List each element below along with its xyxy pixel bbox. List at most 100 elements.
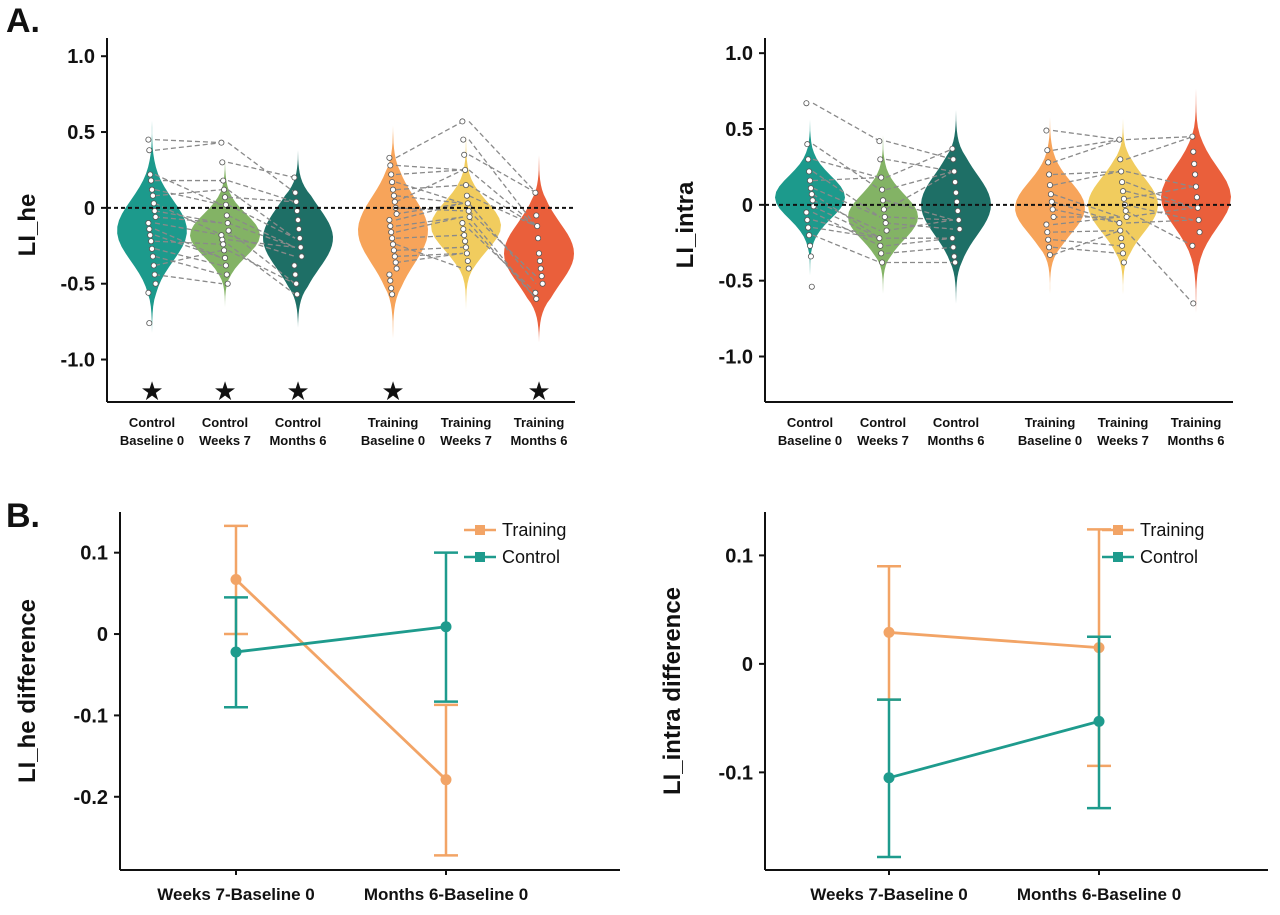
data-point [1046,171,1053,178]
data-point [298,253,305,260]
paired-line [227,222,296,248]
paired-line [1125,185,1194,200]
paired-line [227,214,296,248]
significance-star: ★ [527,377,550,407]
data-point [391,253,398,260]
data-point [151,207,158,214]
data-point [294,291,301,298]
data-point [1118,235,1125,242]
data-point [146,226,153,233]
y-axis-label: LI_he [14,194,41,257]
data-point [1123,213,1130,220]
data-point [949,145,956,152]
paired-line [885,237,954,247]
x-category-label: Baseline 0 [778,433,842,448]
violin-body [504,150,574,348]
x-category-label: Training [514,415,565,430]
panel-label-a: A. [6,2,40,40]
data-point [806,232,813,239]
paired-line [468,202,537,285]
data-point [1190,148,1197,155]
data-point [146,320,153,327]
paired-line [1125,135,1194,160]
data-point [219,159,226,166]
data-point [466,213,473,220]
paired-line [154,142,223,151]
paired-line [154,173,223,206]
legend-label: Training [502,520,566,540]
paired-line [812,205,881,239]
data-point [1193,183,1200,190]
paired-line [395,234,464,239]
data-point [1191,160,1198,167]
data-point [804,141,811,148]
data-point [1116,220,1123,227]
paired-line [395,169,464,203]
data-point [952,179,959,186]
data-point [877,242,884,249]
paired-line [395,252,464,264]
paired-line [885,216,954,221]
paired-line [885,222,954,230]
paired-line [1052,230,1121,256]
paired-line [812,102,881,142]
data-point [220,177,227,184]
data-point [221,254,228,261]
violin-chart-li-intra: 1.0 0.5 0 -0.5 -1.0 LI_intra Control Baseline 0… [672,38,1233,448]
data-point [459,118,466,125]
data-point [535,235,542,242]
data-point [388,285,395,292]
data-point [462,182,469,189]
y-tick-label: 0.5 [67,122,95,144]
data-point [293,198,300,205]
x-tick-label: Weeks 7-Baseline 0 [157,885,315,904]
series-point [440,774,452,786]
data-point [461,232,468,239]
data-point [389,235,396,242]
series-line [888,720,1100,780]
data-point [1120,259,1127,266]
paired-line [1052,170,1121,186]
y-tick-label: 0.5 [725,119,753,141]
x-category-label: Weeks 7 [857,433,909,448]
data-point [1043,221,1050,228]
paired-line [885,140,954,160]
series-line [235,578,447,781]
y-tick-label: 0.1 [725,545,753,567]
data-point [221,194,228,201]
paired-line [227,230,296,285]
data-point [1117,227,1124,234]
y-tick-label: 1.0 [725,43,753,65]
x-category-label: Baseline 0 [1018,433,1082,448]
data-point [390,247,397,254]
data-point [1049,206,1056,213]
data-point [954,207,961,214]
violin-body [358,113,428,345]
data-point [460,136,467,143]
data-point [225,227,232,234]
data-point [878,174,885,181]
violin-body [190,109,260,330]
x-category-label: Training [1171,415,1222,430]
data-point [391,198,398,205]
paired-line [154,189,223,197]
x-category-label: Control [787,415,833,430]
data-point [536,250,543,257]
data-point [532,289,539,296]
data-point [218,139,225,146]
paired-line [812,170,881,218]
x-category-label: Control [860,415,906,430]
data-point [1196,229,1203,236]
data-point [956,226,963,233]
y-axis-label: LI_intra [672,181,699,268]
data-point [147,232,154,239]
data-point [223,271,230,278]
series-point [883,626,895,638]
data-point [1120,188,1127,195]
data-point [386,154,393,161]
paired-line [468,195,537,227]
x-category-label: Weeks 7 [1097,433,1149,448]
paired-line [227,239,296,248]
data-point [294,216,301,223]
